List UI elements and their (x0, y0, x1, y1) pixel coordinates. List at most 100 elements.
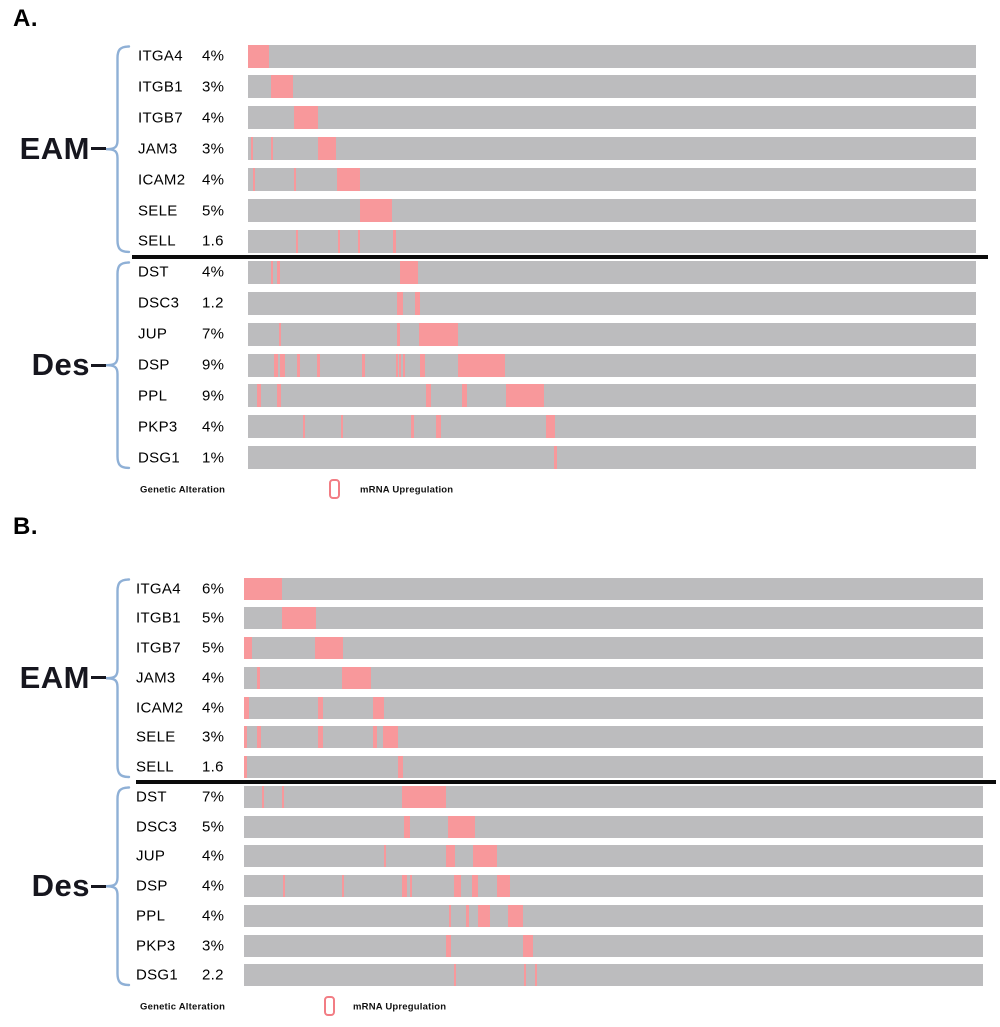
mrna-upregulation-segment (318, 137, 337, 161)
gene-label: DSP (138, 356, 170, 374)
legend-panel-a: Genetic Alteration mRNA Upregulation (0, 479, 1000, 501)
group-divider (132, 255, 988, 259)
mrna-upregulation-segment (398, 756, 403, 778)
gene-label: DSC3 (138, 294, 180, 312)
group-label-connector (91, 676, 106, 680)
mrna-upregulation-segment (358, 229, 361, 253)
mrna-upregulation-segment (507, 904, 523, 927)
mrna-upregulation-segment (281, 785, 284, 808)
gene-label: ITGB1 (136, 609, 181, 627)
oncoprint-row: PKP3 3% (0, 934, 1000, 957)
mrna-upregulation-segment (553, 446, 558, 470)
gene-label: DSG1 (138, 449, 181, 467)
gene-frequency: 4% (202, 877, 225, 895)
mrna-upregulation-segment (270, 75, 294, 99)
oncoprint-row: ICAM2 4% (0, 696, 1000, 719)
gene-frequency: 4% (202, 699, 225, 716)
gene-bar (248, 415, 976, 439)
gene-bar (248, 446, 976, 470)
group-bracket (105, 261, 131, 469)
oncoprint-row: DST 4% (0, 260, 1000, 284)
mrna-upregulation-segment (372, 726, 377, 749)
gene-frequency: 4% (202, 418, 225, 436)
mrna-upregulation-segment (399, 260, 418, 284)
gene-frequency: 4% (202, 907, 225, 925)
mrna-upregulation-segment (296, 229, 299, 253)
gene-frequency: 5% (202, 609, 225, 627)
gene-bar (248, 137, 976, 161)
mrna-upregulation-segment (395, 353, 398, 377)
mrna-upregulation-segment (535, 964, 538, 987)
mrna-upregulation-segment (477, 904, 490, 927)
group-bracket (105, 577, 131, 778)
mrna-upregulation-segment (270, 137, 273, 161)
mrna-upregulation-segment (462, 384, 468, 408)
mrna-upregulation-swatch-icon (329, 479, 340, 499)
oncoprint-row: PPL 9% (0, 384, 1000, 408)
mrna-upregulation-segment (420, 353, 425, 377)
mrna-upregulation-segment (419, 322, 459, 346)
gene-label: DST (136, 788, 167, 806)
gene-label: ITGB1 (138, 78, 183, 96)
gene-bar (248, 291, 976, 315)
group-label: EAM (19, 659, 90, 695)
oncoprint-row: SELL 1.6 (0, 229, 1000, 253)
gene-label: SELL (136, 758, 174, 776)
mrna-upregulation-segment (340, 415, 343, 439)
gene-label: ITGB7 (138, 109, 183, 127)
gene-frequency: 3% (202, 140, 225, 158)
mrna-upregulation-segment (411, 415, 414, 439)
gene-label: SELE (136, 728, 176, 746)
gene-bar (244, 756, 983, 778)
group-bracket (105, 44, 131, 253)
gene-frequency: 4% (202, 669, 225, 687)
group-label-connector (91, 363, 106, 367)
gene-label: PKP3 (138, 418, 178, 436)
gene-frequency: 7% (202, 325, 225, 343)
mrna-upregulation-segment (294, 106, 318, 130)
mrna-upregulation-segment (397, 322, 400, 346)
oncoprint-row: ICAM2 4% (0, 168, 1000, 192)
legend-panel-b: Genetic Alteration mRNA Upregulation (0, 996, 1000, 1018)
gene-label: ICAM2 (136, 699, 184, 716)
oncoprint-row: PPL 4% (0, 904, 1000, 927)
mrna-upregulation-segment (372, 696, 385, 719)
gene-frequency: 4% (202, 171, 225, 189)
gene-bar (244, 607, 983, 630)
gene-frequency: 5% (202, 639, 225, 657)
gene-bar (244, 964, 983, 987)
gene-label: DST (138, 263, 169, 281)
oncoprint-row: SELL 1.6 (0, 756, 1000, 778)
gene-label: DSG1 (136, 966, 179, 984)
mrna-upregulation-segment (248, 44, 270, 68)
mrna-upregulation-segment (279, 322, 282, 346)
mrna-upregulation-segment (317, 726, 323, 749)
gene-label: PPL (138, 387, 168, 405)
gene-bar (248, 322, 976, 346)
mrna-upregulation-segment (274, 353, 279, 377)
genetic-alteration-label: Genetic Alteration (140, 484, 226, 496)
mrna-upregulation-segment (545, 415, 555, 439)
gene-frequency: 1.2 (202, 294, 224, 312)
gene-label: JUP (138, 325, 168, 343)
mrna-upregulation-segment (253, 168, 256, 192)
oncoprint-row: PKP3 4% (0, 415, 1000, 439)
oncoprint-row: DSP 4% (0, 875, 1000, 897)
mrna-upregulation-segment (296, 353, 301, 377)
oncoprint-row: DSG1 2.2 (0, 964, 1000, 987)
gene-bar (248, 106, 976, 130)
gene-frequency: 3% (202, 78, 225, 96)
mrna-upregulation-segment (435, 415, 441, 439)
mrna-upregulation-segment (473, 845, 498, 868)
gene-label: PPL (136, 907, 166, 925)
gene-label: ITGB7 (136, 639, 181, 657)
group-label-connector (91, 884, 106, 888)
gene-bar (244, 815, 983, 838)
gene-frequency: 1% (202, 449, 225, 467)
gene-bar (244, 785, 983, 808)
mrna-upregulation-segment (283, 875, 286, 897)
gene-label: JAM3 (138, 140, 178, 158)
gene-frequency: 4% (202, 109, 225, 127)
gene-bar (244, 726, 983, 749)
